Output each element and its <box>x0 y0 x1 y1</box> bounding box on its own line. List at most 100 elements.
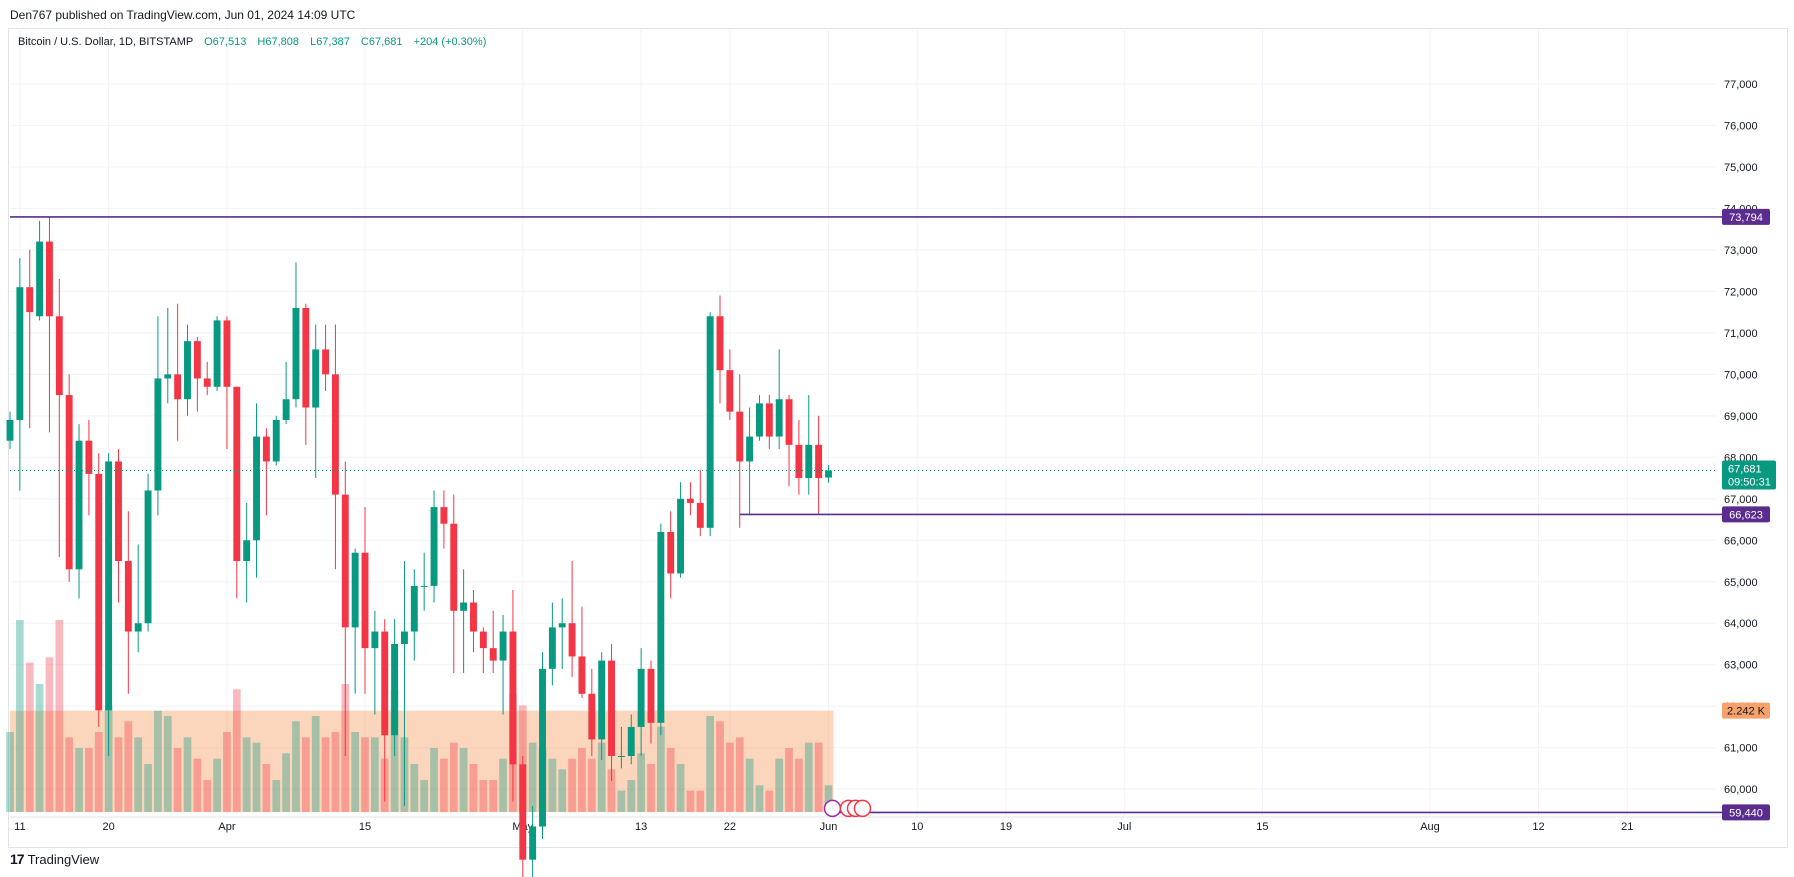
volume-bar <box>558 769 567 812</box>
volume-bar <box>55 620 64 812</box>
volume-bar <box>351 732 359 812</box>
volume-bar <box>479 780 488 812</box>
candle-body <box>716 316 724 371</box>
volume-bar <box>35 684 44 812</box>
volume-bar <box>45 657 54 812</box>
volume-bar <box>262 764 271 812</box>
volume-bar <box>775 758 784 812</box>
candle-body <box>647 668 655 723</box>
volume-bar <box>420 780 429 812</box>
volume-bar <box>94 732 103 812</box>
candle-body <box>223 320 231 387</box>
candle-body <box>677 498 685 574</box>
lightning-event-icon <box>823 799 842 818</box>
y-tick-label: 67,000 <box>1724 494 1758 506</box>
volume-bar <box>331 732 340 812</box>
volume-bar <box>25 662 34 812</box>
volume-bar <box>282 753 290 812</box>
volume-bar <box>469 764 478 812</box>
candle-body <box>657 531 665 723</box>
y-tick-label: 70,000 <box>1724 369 1758 381</box>
candle-body <box>243 540 251 562</box>
volume-bar <box>637 753 645 812</box>
candle-body <box>460 602 468 611</box>
legend-close-label: C <box>360 36 369 48</box>
x-tick-label: 15 <box>359 821 371 833</box>
volume-bar <box>568 758 576 812</box>
candle-body <box>578 656 586 694</box>
candle-body <box>322 349 330 375</box>
candle-body <box>479 631 487 649</box>
y-tick-label: 61,000 <box>1724 743 1758 755</box>
volume-bar <box>716 721 724 812</box>
volume-bar <box>489 780 498 812</box>
x-tick-label: 21 <box>1621 821 1633 833</box>
volume-bar <box>223 732 231 812</box>
volume-bar <box>213 758 221 812</box>
candle-body <box>26 287 34 313</box>
level-badge <box>1722 208 1770 225</box>
x-tick-label: Apr <box>218 821 235 833</box>
candle-body <box>746 436 754 462</box>
volume-bar <box>361 737 369 812</box>
volume-bar <box>647 764 655 812</box>
volume-bar <box>75 748 83 812</box>
volume-bar <box>430 748 438 812</box>
candle-body <box>785 399 793 445</box>
candle-body <box>371 631 379 649</box>
level-badge-label: 59,440 <box>1729 807 1763 819</box>
volume-bar <box>242 737 251 812</box>
candle-body <box>85 440 93 474</box>
candle-body <box>134 623 142 632</box>
candle-body <box>696 502 704 528</box>
y-tick-label: 66,000 <box>1724 535 1758 547</box>
candle-body <box>765 403 773 437</box>
candle-body <box>6 419 14 441</box>
candle-body <box>706 316 714 528</box>
legend-close: 67,681 <box>368 36 403 48</box>
candle-body <box>568 623 576 657</box>
candle-body <box>253 436 260 541</box>
volume-bar <box>301 737 310 812</box>
candle-body <box>548 627 556 669</box>
candle-body <box>174 374 182 400</box>
candle-body <box>65 395 73 570</box>
candle-body <box>509 631 517 765</box>
volume-bar <box>597 742 606 812</box>
candle-body <box>795 444 803 479</box>
candle-body <box>302 307 310 408</box>
tradingview-logo[interactable]: 17 TradingView <box>10 851 99 867</box>
y-tick-label: 63,000 <box>1724 660 1758 672</box>
volume-bar <box>134 737 143 812</box>
candle-body <box>400 631 408 644</box>
candle-body <box>361 552 369 649</box>
volume-bar <box>163 716 172 812</box>
volume-bar <box>292 721 300 812</box>
volume-bar <box>785 748 793 812</box>
volume-bar <box>548 758 557 812</box>
candle-body <box>440 507 448 524</box>
candle-body <box>420 585 428 587</box>
volume-ma-area <box>10 710 834 812</box>
candle-body <box>815 444 823 479</box>
volume-bar <box>578 748 586 812</box>
candle-body <box>341 494 349 628</box>
x-tick-label: 13 <box>635 821 647 833</box>
candle-body <box>499 631 507 661</box>
candle-body <box>115 461 122 562</box>
volume-bar <box>666 748 675 812</box>
candle-body <box>430 507 438 586</box>
volume-bar <box>656 726 665 812</box>
volume-bar <box>85 748 93 812</box>
candle-body <box>213 320 221 387</box>
candle-body <box>203 378 211 387</box>
candle-body <box>756 403 763 437</box>
candle-body <box>529 826 537 860</box>
candle-body <box>726 370 734 412</box>
candle-body <box>312 349 320 408</box>
volume-bar <box>696 790 705 812</box>
candle-body <box>95 473 103 711</box>
volume-bar <box>706 716 714 812</box>
y-tick-label: 77,000 <box>1724 79 1758 91</box>
